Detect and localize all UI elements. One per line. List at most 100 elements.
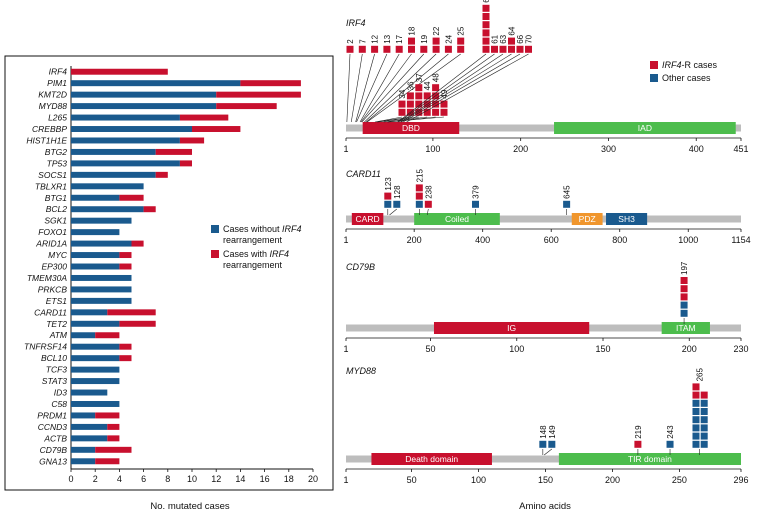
bar-with-socs1	[155, 171, 168, 178]
bar-x-tick-label: 14	[235, 474, 245, 484]
myd88-mut-square	[692, 408, 700, 415]
bar-x-tick-label: 12	[211, 474, 221, 484]
irf4-mut-square	[482, 45, 490, 53]
gene-label-ep300: EP300	[41, 262, 67, 272]
card11-mut-square	[563, 200, 571, 208]
bar-x-tick-label: 8	[165, 474, 170, 484]
irf4-mut-square	[508, 37, 515, 45]
irf4-mut-line	[361, 53, 425, 123]
myd88-mut-square	[692, 383, 700, 391]
bar-x-tick-label: 10	[187, 474, 197, 484]
bar-with-myd88	[216, 103, 277, 110]
gene-label-tmem30a: TMEM30A	[27, 273, 67, 283]
card11-domain-coiled	[414, 213, 500, 225]
gene-label-ets1: ETS1	[46, 296, 68, 306]
irf4-mut-square	[408, 45, 415, 53]
bar-without-ccnd3	[71, 423, 108, 430]
gene-label-tp53: TP53	[47, 158, 68, 168]
legend-swatch-with	[211, 250, 219, 258]
bar-with-crebbp	[192, 126, 241, 132]
myd88-title: MYD88	[346, 366, 376, 376]
bar-without-tblxr1	[71, 183, 144, 190]
myd88-mut-pos: 149	[548, 425, 557, 439]
irf4-mut-pos: 61	[491, 34, 500, 43]
bar-with-tp53	[179, 160, 192, 167]
irf4-mut-line	[397, 53, 487, 123]
card11-mut-line	[389, 208, 397, 216]
irf4-domain-iad	[554, 122, 736, 134]
myd88-mut-pos: 243	[666, 425, 675, 439]
myd88-mut-square	[692, 391, 700, 399]
bar-without-gna13	[71, 458, 96, 465]
myd88-domain-label: Death domain	[405, 454, 458, 464]
lollipop-panels: IRF4 DBD IAD 1 100 200 300 400 451 2 7 12 13 17 181922…	[343, 0, 750, 485]
cd79b-mut-square	[680, 309, 688, 317]
bar-without-btg1	[71, 194, 120, 201]
bar-with-atm	[95, 332, 120, 339]
legend-label-with-2: rearrangement	[223, 260, 283, 270]
irf4-tick-label: 100	[425, 144, 440, 154]
myd88-mut-square	[700, 432, 708, 440]
gene-label-prkcb: PRKCB	[38, 284, 68, 294]
bar-without-tnfrsf14	[71, 343, 120, 350]
bar-without-tet2	[71, 320, 120, 327]
card11-tick-label: 1154	[731, 235, 750, 245]
bar-without-arid1a	[71, 240, 132, 247]
bar-x-tick-label: 18	[284, 474, 294, 484]
irf4-mut-square	[423, 92, 431, 100]
bar-without-foxo1	[71, 229, 120, 236]
bar-with-btg2	[155, 148, 192, 155]
bar-x-tick-label: 16	[260, 474, 270, 484]
irf4-mut-square	[423, 108, 431, 116]
irf4-mut-square	[408, 37, 415, 45]
bar-x-tick-label: 4	[117, 474, 122, 484]
myd88-mut-pos: 148	[539, 425, 548, 439]
gene-label-prdm1: PRDM1	[37, 410, 67, 420]
legend-swatch-irf4r	[650, 61, 658, 69]
irf4-mut-line	[402, 53, 521, 123]
irf4-mut-pos: 44	[423, 81, 432, 90]
irf4-mut-pos: 19	[420, 34, 429, 43]
irf4-mut-square	[398, 108, 406, 116]
bar-without-pim1	[71, 80, 241, 87]
cd79b-title: CD79B	[346, 262, 375, 272]
bar-without-myd88	[71, 103, 217, 110]
irf4-mut-square	[440, 100, 448, 108]
card11-domain-sh3	[606, 213, 648, 225]
card11-mut-square	[415, 192, 423, 200]
gene-label-l265: L265	[48, 113, 67, 123]
myd88-mut-pos: 219	[634, 425, 643, 439]
irf4-mut-pos: 64	[508, 26, 517, 35]
irf4-mut-square	[457, 37, 465, 45]
gene-label-myc: MYC	[48, 250, 68, 260]
irf4-mut-pos: 13	[383, 34, 392, 43]
card11-domain-label: CARD	[356, 214, 380, 224]
irf4-mut-square	[406, 92, 414, 100]
irf4-mut-square	[415, 92, 423, 100]
irf4-mut-square	[482, 29, 490, 37]
cd79b-tick-label: 230	[733, 344, 748, 354]
irf4-mut-square	[415, 84, 423, 92]
irf4-tick-label: 1	[343, 144, 348, 154]
bar-without-atm	[71, 332, 96, 339]
cd79b-tick-label: 100	[509, 344, 524, 354]
irf4-tick-label: 200	[513, 144, 528, 154]
gene-label-gna13: GNA13	[39, 456, 67, 466]
irf4-mut-square	[444, 45, 452, 53]
card11-backbone	[346, 215, 741, 223]
bar-x-tick-label: 6	[141, 474, 146, 484]
card11-mut-square	[384, 192, 392, 200]
bar-without-myc	[71, 252, 120, 259]
bar-legend: Cases without IRF4 rearrangement Cases w…	[211, 224, 302, 270]
irf4-mut-square	[508, 45, 515, 53]
bar-xlabel: No. mutated cases	[150, 501, 229, 512]
gene-label-pim1: PIM1	[47, 78, 67, 88]
irf4-mut-square	[432, 100, 440, 108]
gene-label-irf4: IRF4	[49, 67, 68, 77]
gene-label-tnfrsf14: TNFRSF14	[24, 342, 67, 352]
irf4-mut-square	[371, 45, 379, 53]
irf4-domain-dbd	[362, 122, 460, 134]
legend-swatch-other	[650, 74, 658, 82]
card11-tick-label: 200	[407, 235, 422, 245]
irf4-mut-square	[432, 84, 440, 92]
